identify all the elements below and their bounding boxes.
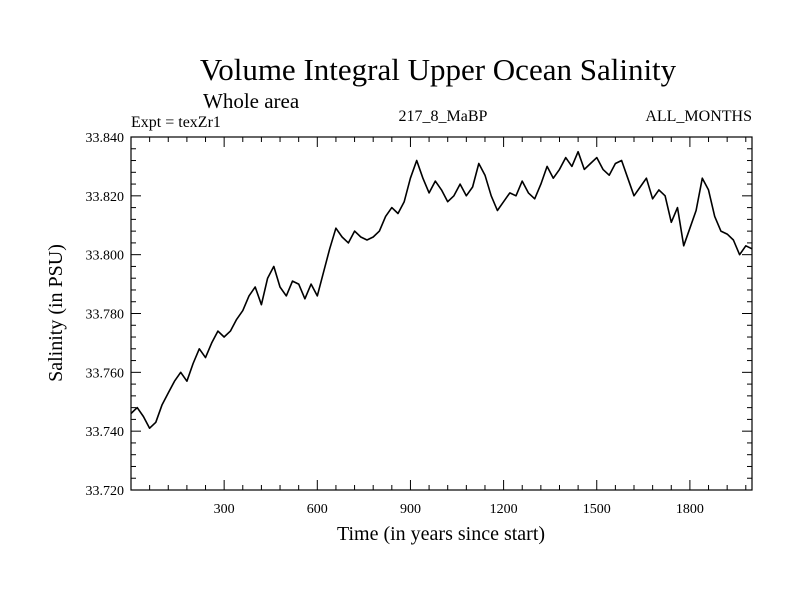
run-label: 217_8_MaBP	[399, 108, 488, 125]
months-label: ALL_MONTHS	[645, 108, 752, 125]
x-tick-label: 600	[307, 502, 328, 517]
x-tick-label: 300	[214, 502, 235, 517]
y-axis-label: Salinity (in PSU)	[45, 244, 67, 382]
x-tick-label: 1200	[490, 502, 518, 517]
chart-subtitle: Whole area	[203, 89, 300, 113]
plot-frame	[130, 136, 753, 491]
x-tick-label: 1800	[676, 502, 704, 517]
x-tick-label: 900	[400, 502, 421, 517]
y-axis-ticks: 33.720 33.740 33.760 33.780 33.800 33.820 33.8…	[86, 131, 752, 499]
y-tick-label: 33.800	[86, 249, 125, 264]
y-tick-label: 33.720	[86, 484, 125, 499]
experiment-label: Expt = texZr1	[131, 114, 221, 131]
y-tick-label: 33.840	[86, 131, 125, 146]
chart-title: Volume Integral Upper Ocean Salinity	[200, 52, 677, 87]
series-layer	[130, 150, 753, 430]
y-tick-label: 33.760	[86, 366, 125, 381]
x-tick-label: 1500	[583, 502, 611, 517]
y-tick-label: 33.780	[86, 308, 125, 323]
y-tick-label: 33.820	[86, 190, 125, 205]
series-line-salinity	[130, 150, 753, 430]
x-axis-ticks: 300 600 900 1200 1500 1800	[149, 137, 747, 517]
y-tick-label: 33.740	[86, 425, 125, 440]
x-axis-label: Time (in years since start)	[337, 523, 545, 545]
